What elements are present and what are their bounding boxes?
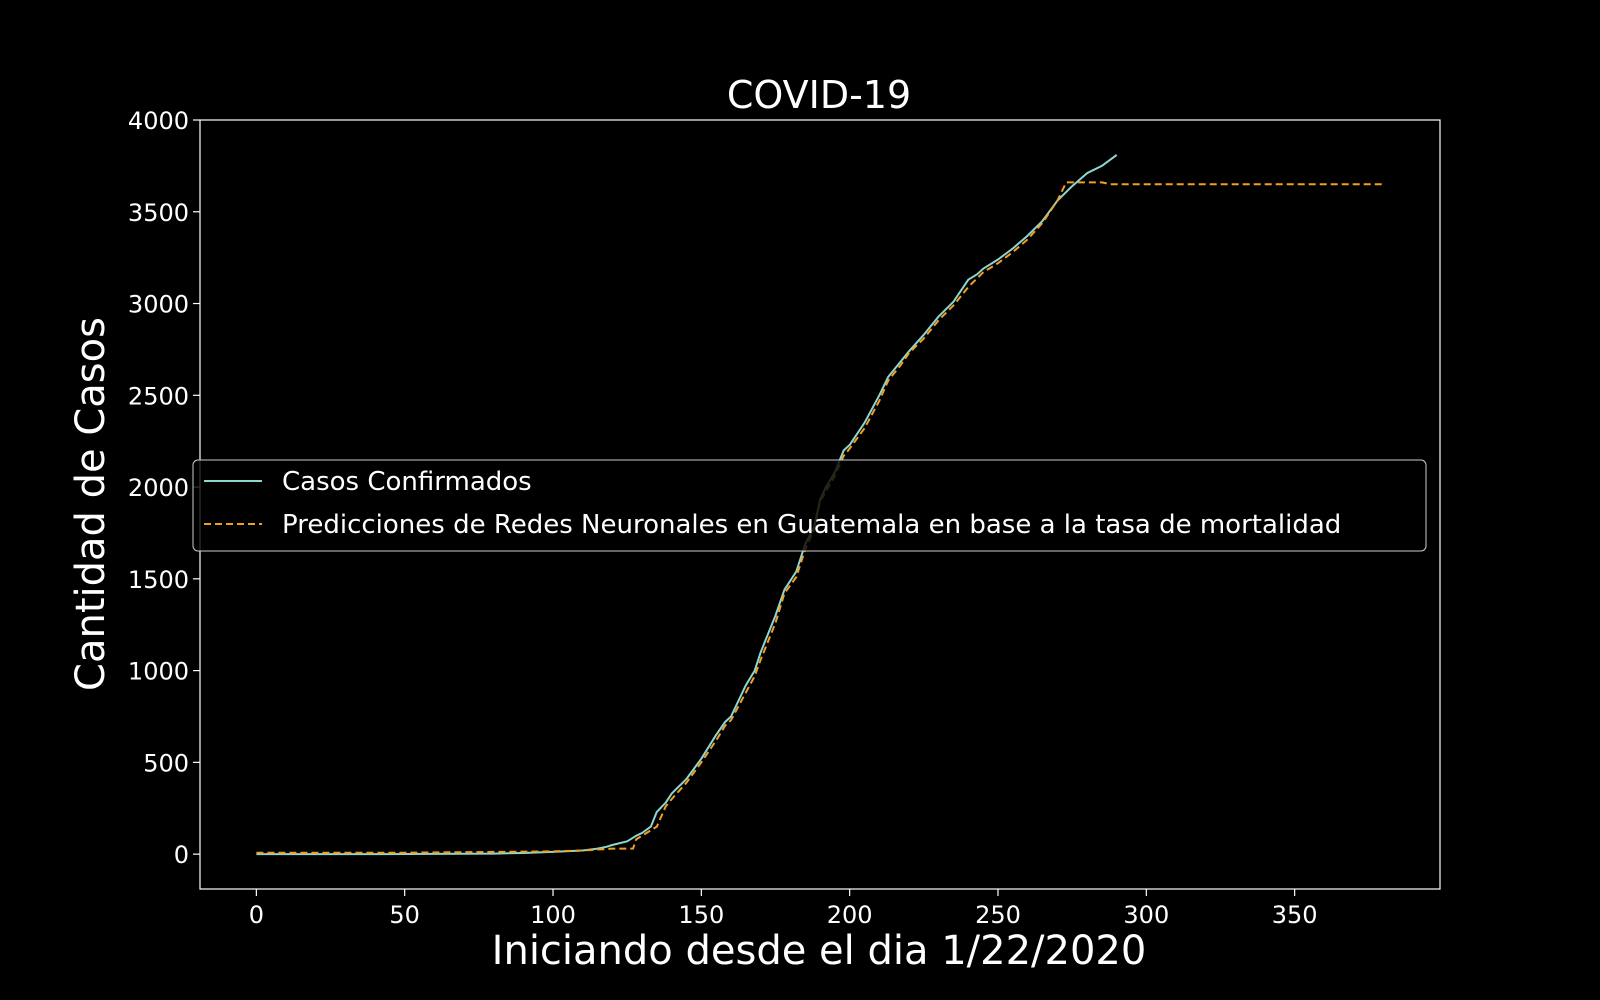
legend: Casos Confirmados Predicciones de Redes … <box>192 459 1427 552</box>
y-axis-label: Cantidad de Casos <box>68 317 114 691</box>
y-tick-label: 2500 <box>128 382 189 410</box>
x-tick-label: 200 <box>827 901 873 929</box>
legend-box <box>192 459 1427 552</box>
series-line-confirmed <box>256 154 1118 856</box>
series-layer <box>256 154 1384 856</box>
x-tick-label: 50 <box>389 901 420 929</box>
x-tick-label: 150 <box>678 901 724 929</box>
y-tick-label: 0 <box>174 841 189 869</box>
legend-label-confirmed: Casos Confirmados <box>282 467 532 497</box>
x-tick-label: 300 <box>1123 901 1169 929</box>
chart-title: COVID-19 <box>727 73 911 117</box>
legend-label-prediction: Predicciones de Redes Neuronales en Guat… <box>282 510 1341 540</box>
x-axis-label: Iniciando desde el dia 1/22/2020 <box>492 928 1147 974</box>
x-tick-label: 250 <box>975 901 1021 929</box>
x-tick-label: 350 <box>1272 901 1318 929</box>
x-tick-label: 0 <box>249 901 264 929</box>
y-tick-label: 2000 <box>128 474 189 502</box>
y-tick-label: 1500 <box>128 566 189 594</box>
y-tick-label: 500 <box>143 749 189 777</box>
x-axis: 0 50 100 150 200 250 300 350 <box>249 889 1318 929</box>
y-tick-label: 1000 <box>128 658 189 686</box>
y-tick-label: 3000 <box>128 291 189 319</box>
y-axis: 0 500 1000 1500 2000 2500 3000 3500 4000 <box>128 107 200 869</box>
x-tick-label: 100 <box>530 901 576 929</box>
y-tick-label: 4000 <box>128 107 189 135</box>
y-tick-label: 3500 <box>128 199 189 227</box>
series-line-prediction <box>256 181 1384 854</box>
